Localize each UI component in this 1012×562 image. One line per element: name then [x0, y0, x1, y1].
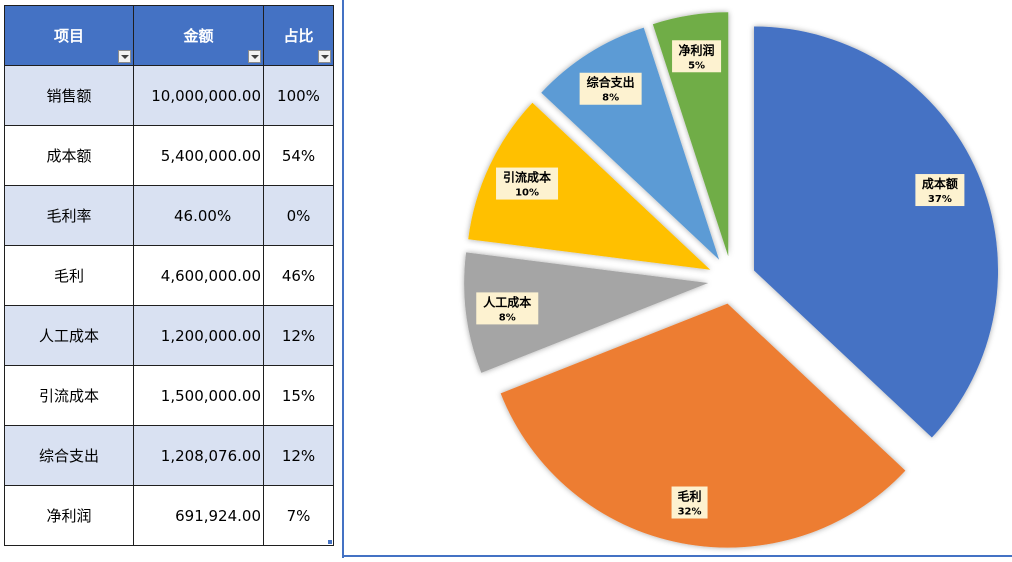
cell-name[interactable]: 成本额 — [4, 125, 134, 186]
cell-name[interactable]: 综合支出 — [4, 425, 134, 486]
cell-percent[interactable]: 12% — [263, 305, 334, 366]
table-row: 毛利 4,600,000.00 46% — [4, 245, 334, 306]
filter-dropdown-icon[interactable] — [118, 50, 131, 63]
pie-chart[interactable]: 成本额 37% 毛利 32% 人工成本 8% 引流成本 10% 综合支出 8% 净利润 5% — [344, 0, 1012, 558]
cell-percent[interactable]: 46% — [263, 245, 334, 306]
data-label-percent: 32% — [678, 507, 702, 518]
data-label-traffic-cost[interactable]: 引流成本 10% — [496, 167, 559, 200]
data-label-percent: 10% — [515, 188, 539, 199]
pie-slice-net-profit[interactable] — [652, 12, 729, 257]
cell-percent[interactable]: 7% — [263, 485, 334, 546]
table-row: 人工成本 1,200,000.00 12% — [4, 305, 334, 366]
data-label-box — [579, 72, 642, 105]
cell-name[interactable]: 引流成本 — [4, 365, 134, 426]
table-header-row: 项目 金额 占比 — [4, 5, 334, 66]
cell-amount[interactable]: 1,500,000.00 — [133, 365, 264, 426]
data-label-box — [915, 174, 965, 207]
data-label-box — [476, 292, 539, 325]
filter-dropdown-icon[interactable] — [248, 50, 261, 63]
cell-name[interactable]: 销售额 — [4, 65, 134, 126]
data-label-box — [671, 486, 708, 519]
table-row: 销售额 10,000,000.00 100% — [4, 65, 334, 126]
data-label-labor-cost[interactable]: 人工成本 8% — [476, 292, 539, 325]
cell-name[interactable]: 人工成本 — [4, 305, 134, 366]
data-label-category: 净利润 — [679, 42, 715, 57]
chart-border-bottom — [344, 555, 1012, 557]
table-row: 引流成本 1,500,000.00 15% — [4, 365, 334, 426]
header-amount-label: 金额 — [183, 27, 214, 45]
data-label-percent: 5% — [688, 60, 705, 71]
data-label-category: 人工成本 — [483, 294, 531, 309]
header-percent-label: 占比 — [283, 27, 314, 45]
cell-name[interactable]: 毛利率 — [4, 185, 134, 246]
header-item: 项目 — [4, 5, 134, 66]
pie-slice-gross-profit[interactable] — [500, 303, 906, 548]
cell-percent[interactable]: 12% — [263, 425, 334, 486]
data-label-percent: 8% — [499, 312, 516, 323]
cell-amount[interactable]: 1,200,000.00 — [133, 305, 264, 366]
data-label-category: 综合支出 — [587, 75, 635, 90]
cell-amount[interactable]: 46.00% — [133, 185, 264, 246]
pie-slice-labor-cost[interactable] — [464, 252, 709, 373]
cell-percent[interactable]: 0% — [263, 185, 334, 246]
table-row: 成本额 5,400,000.00 54% — [4, 125, 334, 186]
table-resize-handle[interactable] — [328, 540, 332, 544]
cell-name[interactable]: 净利润 — [4, 485, 134, 546]
data-table: 项目 金额 占比 销售额 10,000,000.00 100% — [4, 5, 334, 546]
table-row: 综合支出 1,208,076.00 12% — [4, 425, 334, 486]
header-item-label: 项目 — [53, 27, 84, 45]
table-row: 净利润 691,924.00 7% — [4, 485, 334, 546]
data-label-percent: 37% — [928, 194, 952, 205]
data-label-category: 毛利 — [678, 489, 702, 504]
cell-amount[interactable]: 1,208,076.00 — [133, 425, 264, 486]
cell-percent[interactable]: 15% — [263, 365, 334, 426]
data-label-category: 引流成本 — [503, 170, 551, 185]
data-label-category: 成本额 — [922, 176, 958, 191]
data-label-cost[interactable]: 成本额 37% — [915, 174, 965, 207]
data-label-gross-profit[interactable]: 毛利 32% — [671, 486, 708, 519]
cell-amount[interactable]: 4,600,000.00 — [133, 245, 264, 306]
header-percent: 占比 — [263, 5, 334, 66]
cell-amount[interactable]: 691,924.00 — [133, 485, 264, 546]
data-label-box — [672, 40, 722, 73]
cell-amount[interactable]: 5,400,000.00 — [133, 125, 264, 186]
data-table-panel: 项目 金额 占比 销售额 10,000,000.00 100% — [0, 0, 344, 558]
filter-dropdown-icon[interactable] — [318, 50, 331, 63]
pie-slice-traffic-cost[interactable] — [468, 102, 711, 270]
data-label-general-expense[interactable]: 综合支出 8% — [579, 72, 642, 105]
pie-slice-cost[interactable] — [754, 26, 999, 438]
cell-percent[interactable]: 100% — [263, 65, 334, 126]
cell-name[interactable]: 毛利 — [4, 245, 134, 306]
data-label-net-profit[interactable]: 净利润 5% — [672, 40, 722, 73]
data-label-box — [496, 167, 559, 200]
table-row: 毛利率 46.00% 0% — [4, 185, 334, 246]
data-label-percent: 8% — [602, 93, 619, 104]
cell-percent[interactable]: 54% — [263, 125, 334, 186]
cell-amount[interactable]: 10,000,000.00 — [133, 65, 264, 126]
pie-chart-area[interactable]: 成本额 37% 毛利 32% 人工成本 8% 引流成本 10% 综合支出 8% 净利润 5% — [344, 0, 1012, 558]
header-amount: 金额 — [133, 5, 264, 66]
